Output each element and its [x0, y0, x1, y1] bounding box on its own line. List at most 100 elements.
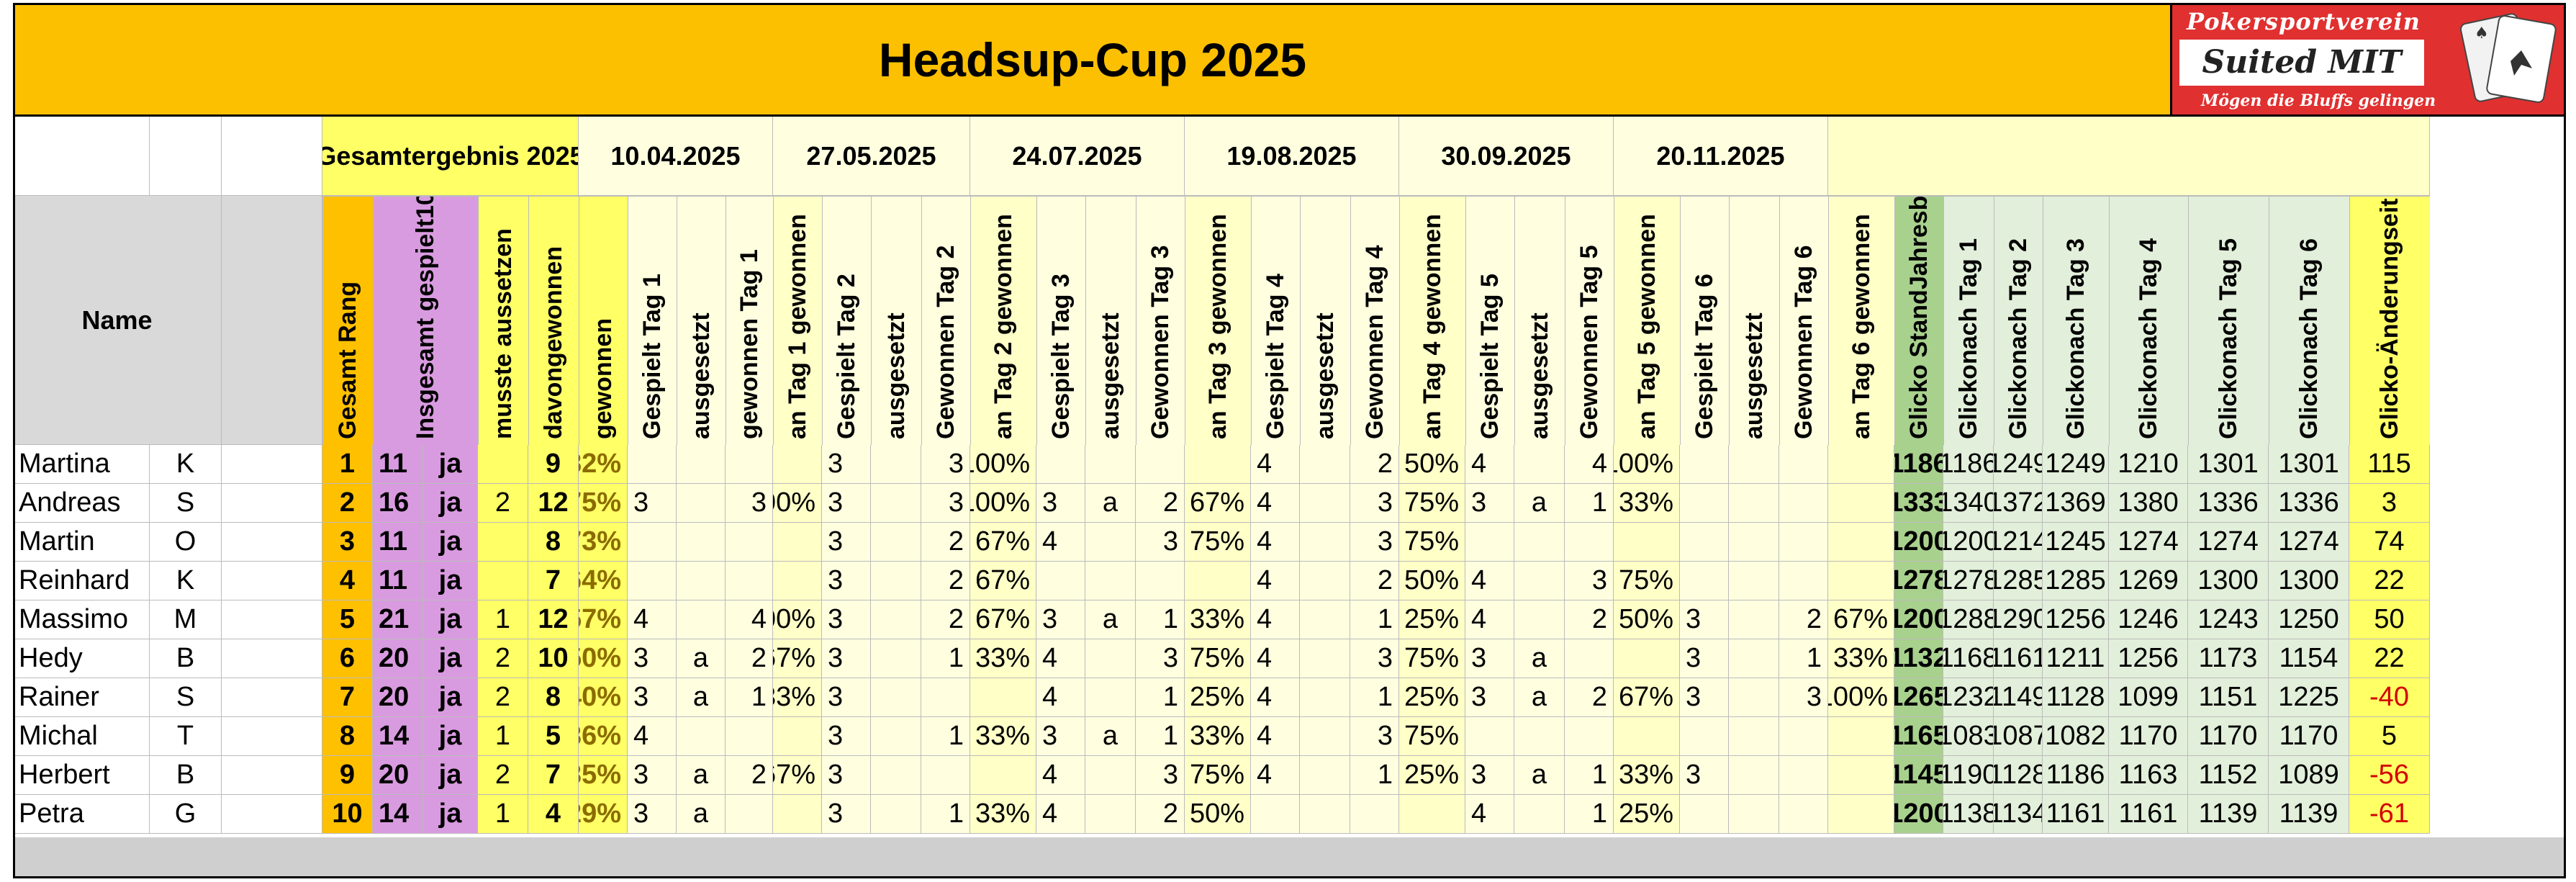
glicko-after-value: 1089 — [2269, 756, 2349, 795]
group-header-date: 19.08.2025 — [1185, 117, 1399, 196]
day-sat-out-value — [1300, 795, 1350, 834]
day-won-value: 3 — [921, 445, 970, 484]
day-won-value — [921, 678, 970, 717]
day-won-pct-value: 33% — [1614, 484, 1680, 523]
glicko-after-value: 1372 — [1994, 484, 2043, 523]
day-sat-out-value — [677, 523, 726, 562]
day-sat-out-value — [1729, 639, 1779, 678]
day-won-pct-value: 75% — [1185, 756, 1251, 795]
glicko-after-value: 1170 — [2188, 717, 2269, 756]
day-sat-out-value — [1300, 523, 1350, 562]
won-value: 8 — [528, 678, 579, 717]
day-won-pct-value: 33% — [1614, 756, 1680, 795]
day-played-value — [1251, 795, 1300, 834]
header-label-line: gewonnen — [539, 246, 567, 367]
column-header-day: Gewonnen Tag 3 — [1136, 196, 1185, 445]
rank-value: 6 — [322, 639, 373, 678]
header-label: Gewonnen Tag 3 — [1146, 245, 1174, 439]
day-won-pct-value — [773, 795, 822, 834]
day-played-value: 3 — [628, 795, 677, 834]
day-won-value: 3 — [1350, 523, 1399, 562]
player-first-name: Reinhard — [13, 562, 150, 600]
day-sat-out-value: a — [1514, 639, 1565, 678]
day-sat-out-value: a — [677, 639, 726, 678]
glicko-after-value: 1151 — [2188, 678, 2269, 717]
glicko-start-value: 1132 — [1894, 639, 1943, 678]
day-won-value: 2 — [1350, 562, 1399, 600]
day-played-value: 4 — [1036, 678, 1085, 717]
header-label: Gespielt Tag 3 — [1047, 274, 1075, 439]
day-played-value — [1680, 523, 1729, 562]
glicko-start-value: 1145 — [1894, 756, 1943, 795]
group-header-glicko — [1828, 117, 2430, 196]
header-label: Gespielt Tag 5 — [1475, 274, 1504, 439]
logo-main-box — [2179, 40, 2424, 86]
day-won-value — [1565, 717, 1614, 756]
glicko-after-value: 1128 — [2043, 678, 2109, 717]
glicko-after-value: 1186 — [2043, 756, 2109, 795]
header-label-line: Glicko Stand — [1904, 289, 1933, 439]
day-won-value: 1 — [921, 795, 970, 834]
player-last-initial: G — [150, 795, 222, 834]
column-header-day: an Tag 4 gewonnen — [1399, 196, 1465, 445]
glicko-after-value: 1161 — [2109, 795, 2188, 834]
day-won-value: 1 — [1565, 484, 1614, 523]
day-sat-out-value — [677, 562, 726, 600]
day-won-pct-value: 75% — [1399, 639, 1465, 678]
column-header-day: an Tag 5 gewonnen — [1614, 196, 1680, 445]
day-won-value: 3 — [1136, 639, 1185, 678]
day-won-pct-value: 75% — [1399, 523, 1465, 562]
won-value: 7 — [528, 562, 579, 600]
day-won-pct-value: 75% — [1185, 639, 1251, 678]
day-sat-out-value — [1300, 600, 1350, 639]
day-sat-out-value — [1729, 717, 1779, 756]
glicko-change-value: 3 — [2349, 484, 2430, 523]
day-won-pct-value: 33% — [1185, 717, 1251, 756]
column-header-won: davon gewonnen — [528, 196, 579, 445]
player-first-name: Andreas — [13, 484, 150, 523]
glicko-after-value: 1246 — [2109, 600, 2188, 639]
day-won-value — [1779, 445, 1828, 484]
day-played-value: 3 — [628, 484, 677, 523]
day-won-pct-value: 67% — [773, 756, 822, 795]
day-played-value: 3 — [1036, 717, 1085, 756]
column-header-glicko-after: Glicko nach Tag 5 — [2188, 196, 2269, 445]
header-label: ausgesetzt — [1525, 312, 1553, 439]
day-won-pct-value — [1828, 756, 1894, 795]
day-played-value: 3 — [1036, 484, 1085, 523]
day-played-value: 4 — [1251, 717, 1300, 756]
glicko-after-value: 1274 — [2109, 523, 2188, 562]
day-won-pct-value — [1614, 717, 1680, 756]
day-sat-out-value — [1300, 484, 1350, 523]
day-played-value: 4 — [1251, 523, 1300, 562]
column-header-name: Name — [13, 196, 222, 445]
player-last-initial: K — [150, 562, 222, 600]
day-sat-out-value — [1085, 756, 1136, 795]
blank-cell — [222, 756, 322, 795]
day-sat-out-value — [1085, 678, 1136, 717]
header-label: Gespielt Tag 4 — [1261, 274, 1289, 439]
column-header-glicko-after: Glicko nach Tag 3 — [2043, 196, 2109, 445]
ten-or-more-value: ja — [423, 717, 478, 756]
day-played-value — [1465, 717, 1514, 756]
day-won-value — [1779, 717, 1828, 756]
day-won-pct-value — [1828, 795, 1894, 834]
day-won-value: 2 — [921, 562, 970, 600]
day-won-pct-value: 100% — [970, 484, 1036, 523]
day-won-value: 2 — [1136, 484, 1185, 523]
glicko-after-value: 1149 — [1994, 678, 2043, 717]
day-sat-out-value: a — [1514, 484, 1565, 523]
header-label-line: Glicko — [2061, 364, 2089, 439]
day-won-value — [1565, 639, 1614, 678]
day-played-value: 3 — [822, 678, 871, 717]
day-won-pct-value: 50% — [1399, 562, 1465, 600]
glicko-change-value: 5 — [2349, 717, 2430, 756]
column-header-day: gewonnen Tag 1 — [726, 196, 773, 445]
footer-bar — [13, 837, 2566, 878]
day-played-value: 3 — [628, 678, 677, 717]
blank-cell — [222, 678, 322, 717]
column-header-won-pct: gewonnen — [579, 196, 628, 445]
results-table: Gesamtergebnis 2025 10.04.2025 27.05.2025 2… — [13, 117, 2566, 878]
won-pct-value: 50% — [579, 639, 628, 678]
won-value: 12 — [528, 600, 579, 639]
